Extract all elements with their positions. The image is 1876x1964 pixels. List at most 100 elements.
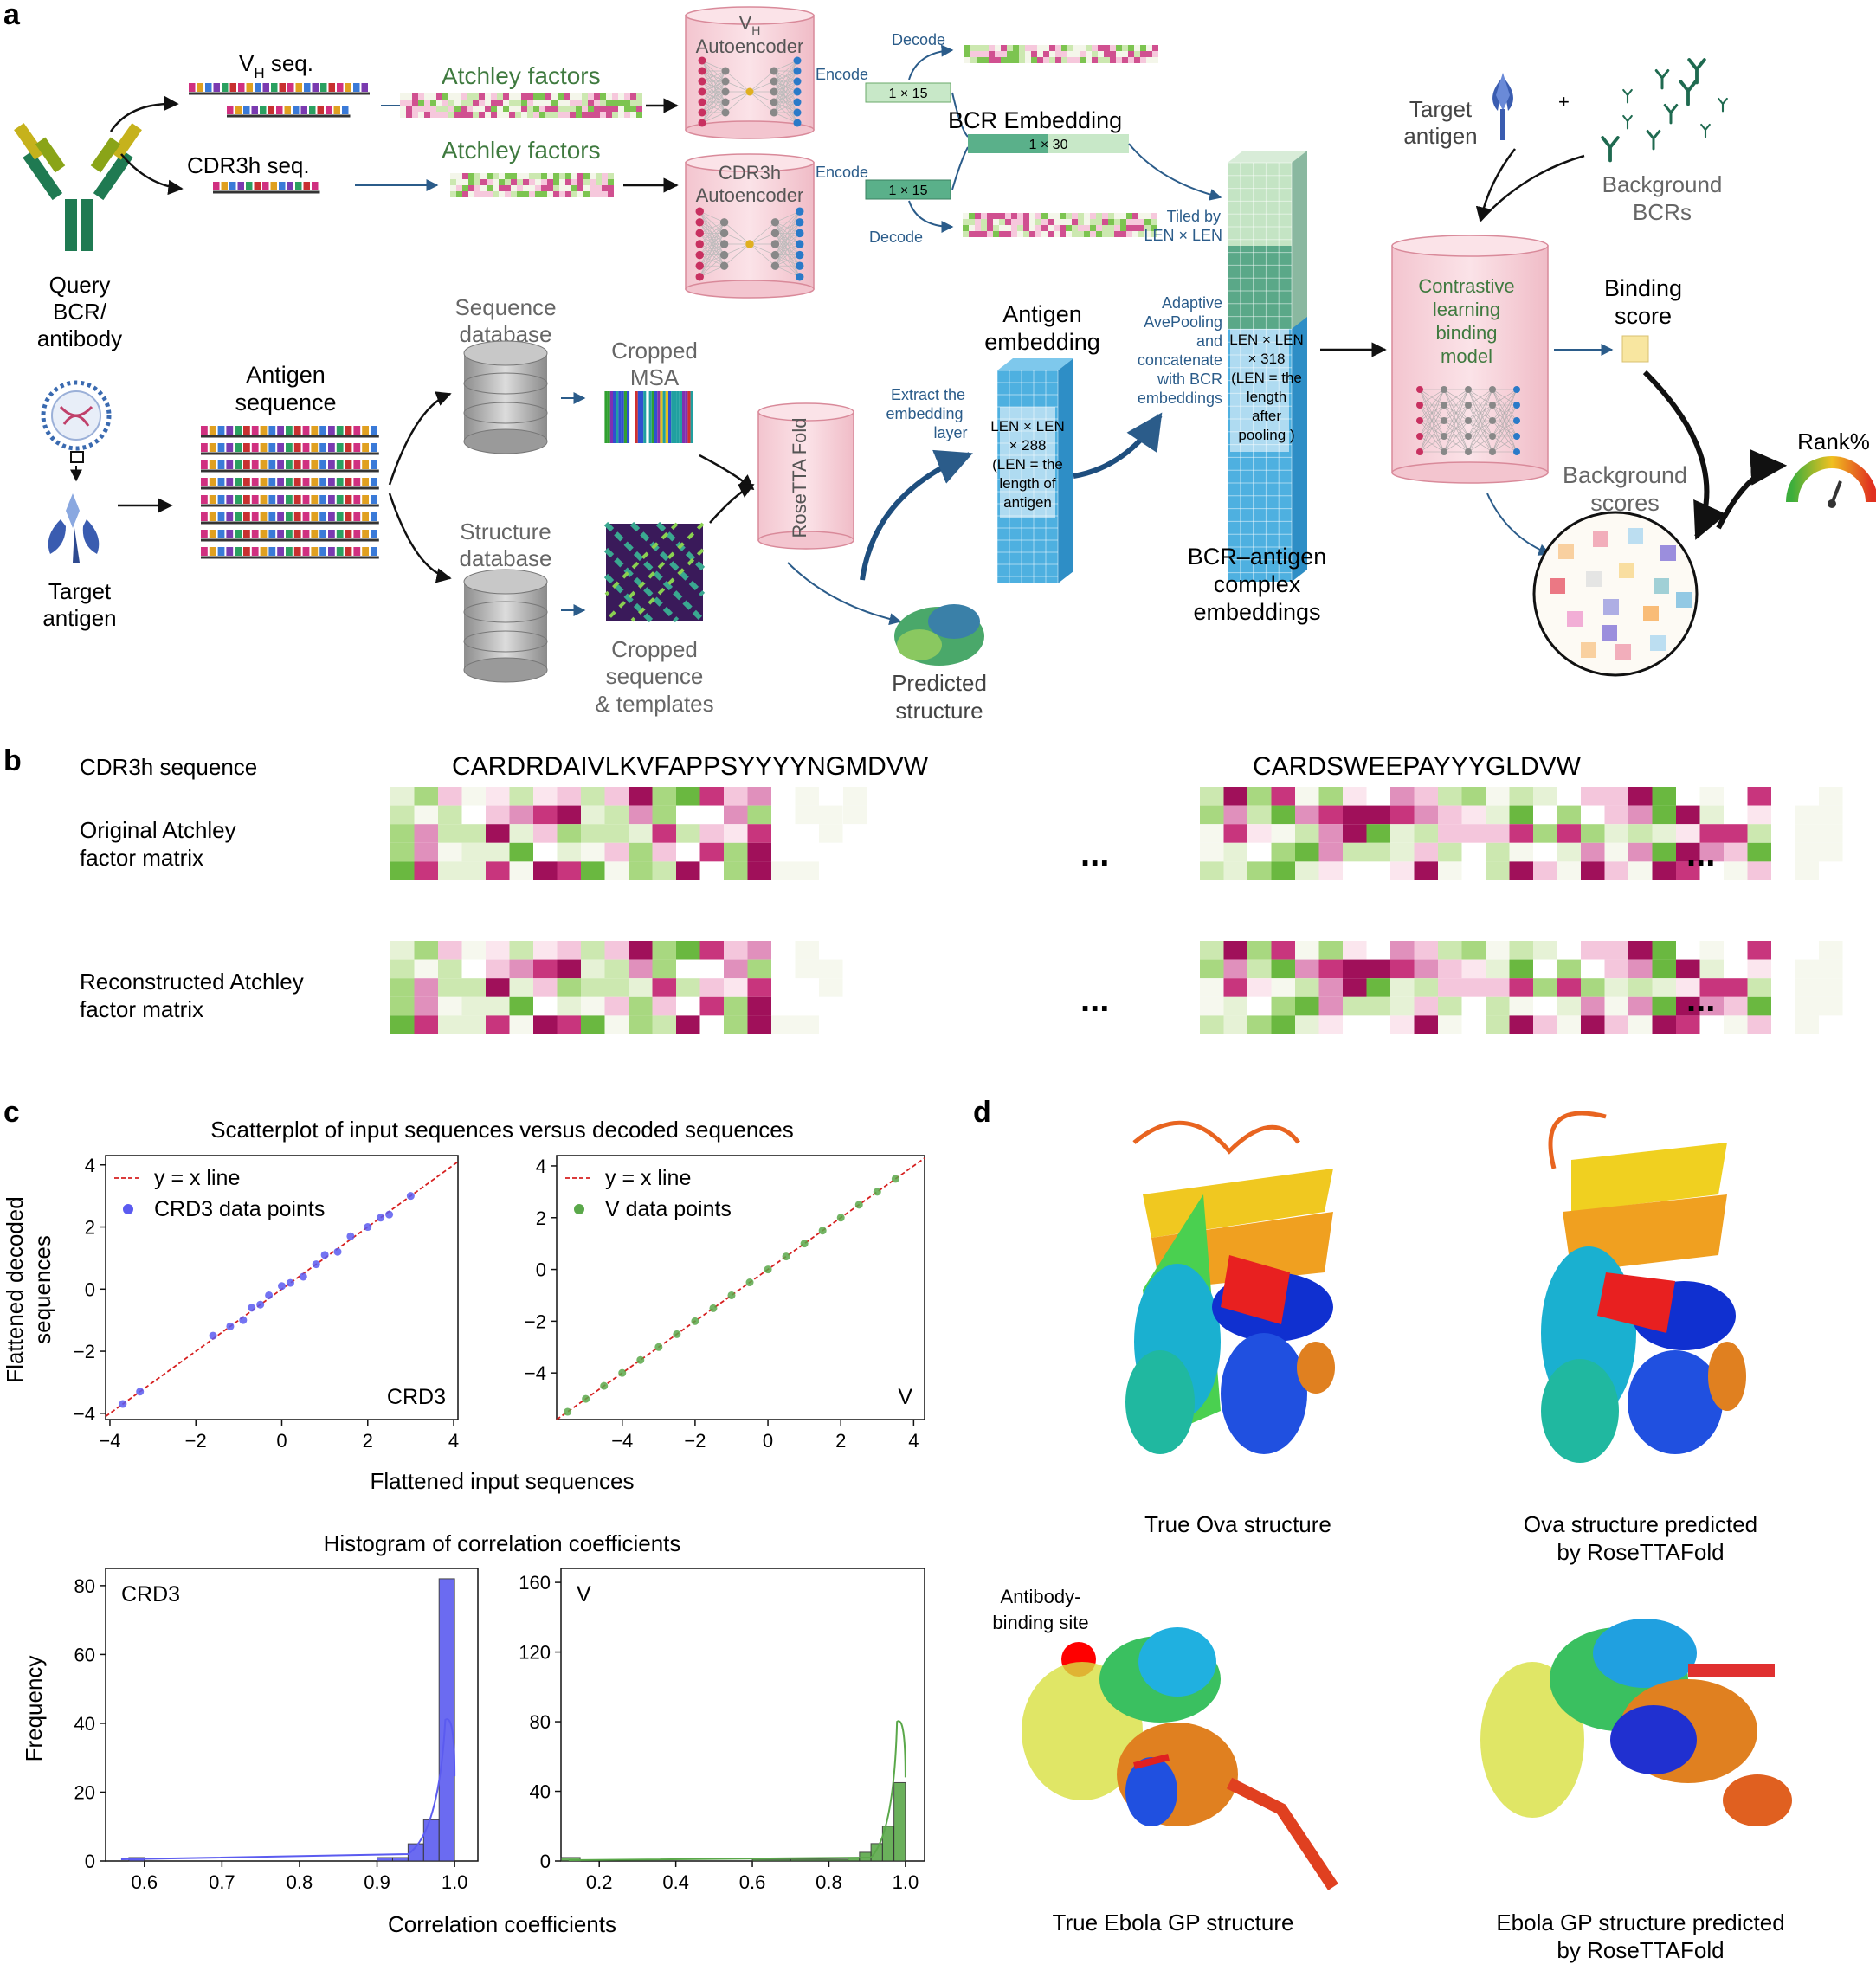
antigen-emb-label-2: embedding bbox=[984, 329, 1100, 355]
data-point bbox=[248, 1304, 256, 1312]
legend-point-label: V data points bbox=[605, 1197, 732, 1221]
vh-residues bbox=[189, 83, 370, 194]
histogram-bar bbox=[859, 1851, 872, 1862]
model-label-line: binding bbox=[1436, 322, 1498, 344]
rank-gauge-icon bbox=[1786, 456, 1876, 508]
data-point bbox=[891, 1175, 899, 1183]
data-point bbox=[119, 1400, 127, 1408]
data-point bbox=[600, 1381, 609, 1390]
orig-matrix-label-1: Original Atchley bbox=[80, 817, 236, 843]
x-tick-label: 0.6 bbox=[739, 1871, 766, 1893]
y-tick-label: 2 bbox=[85, 1217, 95, 1239]
atchley-label-1: Atchley factors bbox=[442, 62, 601, 89]
data-point bbox=[854, 1201, 863, 1209]
x-tick-label: 0 bbox=[276, 1430, 287, 1452]
x-tick-label: −2 bbox=[684, 1430, 706, 1452]
target-antigen-label-1: Target bbox=[48, 578, 112, 604]
encode-label-2: Encode bbox=[816, 164, 868, 181]
plot-frame bbox=[556, 1155, 925, 1420]
x-tick-label: 4 bbox=[448, 1430, 459, 1452]
complex-embedding-block: LEN × LEN × 318 (LEN = the length after pooli… bbox=[1227, 151, 1307, 582]
query-label-2: BCR/ bbox=[53, 299, 107, 325]
data-point bbox=[654, 1343, 663, 1351]
recon-matrix-label-2: factor matrix bbox=[80, 996, 203, 1022]
decode-label-1: Decode bbox=[892, 31, 945, 48]
vh-ae-title: VH bbox=[739, 12, 761, 37]
x-tick-label: 0.8 bbox=[816, 1871, 842, 1893]
data-point bbox=[256, 1300, 265, 1309]
cropped-msa-2: MSA bbox=[630, 364, 680, 390]
ellipsis-1: ... bbox=[1080, 835, 1109, 873]
panel-letter-c: c bbox=[3, 1096, 20, 1129]
y-tick-label: 0 bbox=[540, 1851, 551, 1872]
panel-c: c Scatterplot of input sequences versus … bbox=[2, 1096, 925, 1937]
cdr3-ae-title: CDR3h bbox=[719, 162, 781, 184]
scatter-xlabel: Flattened input sequences bbox=[371, 1468, 635, 1494]
pooling-label-line: embeddings bbox=[1138, 390, 1222, 407]
y-tick-label: −4 bbox=[74, 1403, 95, 1425]
hist-title: Histogram of correlation coefficients bbox=[324, 1530, 681, 1556]
x-tick-label: 1.0 bbox=[442, 1871, 468, 1893]
cap-pred-ova-1: Ova structure predicted bbox=[1524, 1511, 1757, 1537]
x-tick-label: 0.8 bbox=[287, 1871, 313, 1893]
dim-1x30: 1 × 30 bbox=[1029, 138, 1068, 152]
x-tick-label: 0.2 bbox=[586, 1871, 613, 1893]
rosettafold-cylinder: RoseTTA Fold bbox=[757, 402, 854, 550]
vh-ae-title-2: Autoencoder bbox=[696, 35, 804, 57]
panel-letter-b: b bbox=[3, 744, 22, 777]
encode-label-1: Encode bbox=[816, 66, 868, 83]
histogram-bar bbox=[790, 1858, 849, 1862]
pooling-label-line: Adaptive bbox=[1162, 294, 1222, 312]
data-point bbox=[836, 1214, 845, 1222]
antigen-embedding-block: LEN × LEN × 288 (LEN = the length of antigen bbox=[990, 358, 1073, 583]
panel-tag: V bbox=[898, 1385, 912, 1409]
histogram-bar bbox=[870, 1843, 883, 1862]
virus-icon bbox=[41, 380, 112, 463]
y-tick-label: 0 bbox=[85, 1278, 95, 1300]
data-point bbox=[364, 1223, 372, 1232]
background-bcrs-icons bbox=[1601, 58, 1728, 163]
vh-seq-label: VH seq. bbox=[239, 50, 313, 81]
x-tick-label: 2 bbox=[363, 1430, 373, 1452]
legend-line-label: y = x line bbox=[154, 1166, 240, 1190]
scatter-title: Scatterplot of input sequences versus de… bbox=[210, 1117, 794, 1143]
antibody-icon bbox=[14, 123, 142, 251]
antigen-emb-label-1: Antigen bbox=[1002, 301, 1082, 327]
legend-point-label: CRD3 data points bbox=[154, 1197, 325, 1221]
background-score-cubes bbox=[1550, 528, 1692, 660]
legend-line-label: y = x line bbox=[605, 1166, 691, 1190]
y-equals-x-line bbox=[556, 1157, 925, 1420]
neural-net-icon bbox=[698, 56, 802, 127]
data-point bbox=[564, 1407, 572, 1416]
antigen-seq-label-2: sequence bbox=[235, 390, 336, 415]
y-tick-label: 4 bbox=[536, 1156, 546, 1177]
y-tick-label: 0 bbox=[85, 1851, 95, 1872]
bcr-embedding-label: BCR Embedding bbox=[948, 107, 1122, 133]
data-point bbox=[209, 1331, 217, 1340]
histogram-bar bbox=[377, 1857, 393, 1862]
x-tick-label: −4 bbox=[99, 1430, 120, 1452]
ellipsis-2: ... bbox=[1686, 835, 1715, 873]
atchley-heatmaps bbox=[390, 787, 1843, 1034]
plus-sign: + bbox=[1558, 91, 1570, 113]
data-point bbox=[226, 1322, 235, 1330]
cap-true-ova: True Ova structure bbox=[1144, 1511, 1331, 1537]
data-point bbox=[286, 1278, 294, 1287]
y-tick-label: −2 bbox=[74, 1341, 95, 1362]
x-tick-label: 2 bbox=[835, 1430, 846, 1452]
cap-pred-ebola-1: Ebola GP structure predicted bbox=[1496, 1909, 1784, 1935]
rosettafold-label: RoseTTA Fold bbox=[789, 418, 810, 538]
histogram-bar bbox=[751, 1858, 791, 1862]
legend-point-swatch bbox=[574, 1204, 584, 1214]
target-top-2: antigen bbox=[1403, 123, 1477, 149]
cropped-seq-2: sequence bbox=[606, 663, 704, 689]
density-curve bbox=[568, 1720, 906, 1861]
data-point bbox=[636, 1355, 645, 1364]
pooling-label-line: concatenate bbox=[1138, 351, 1222, 369]
histogram-bar bbox=[391, 1857, 409, 1862]
seq-db-label-1: Sequence bbox=[454, 294, 556, 320]
panel-d: d True Ova structure Ova structure pre bbox=[973, 1096, 1792, 1963]
hist-ylabel: Frequency bbox=[21, 1656, 47, 1762]
true-ebola-structure-image bbox=[1022, 1627, 1338, 1890]
